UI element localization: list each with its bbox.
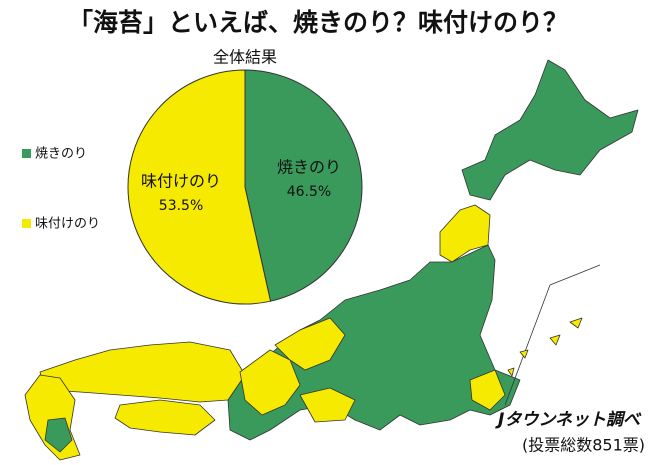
map-region [469, 369, 506, 411]
pie-slice [127, 69, 272, 305]
slice-label: 味付けのり [141, 172, 221, 191]
map-region [39, 341, 246, 403]
inset-border [504, 264, 601, 406]
map-region [274, 317, 346, 371]
value-label: 53.5% [159, 198, 203, 214]
value-label: 46.5% [287, 184, 331, 200]
map-region [299, 387, 356, 423]
map-region [239, 349, 301, 416]
pie-slice [244, 69, 363, 302]
legend-swatch [22, 149, 31, 158]
map [24, 59, 639, 461]
slice-label: 焼きのり [277, 157, 341, 176]
note: (投票総数851票) [522, 436, 645, 455]
pie: 焼きのり 46.5% 味付けのり 53.5% [127, 69, 363, 305]
legend-label: 焼きのり [35, 147, 87, 162]
legend-label: 味付けのり [35, 217, 100, 232]
chart-title: 「海苔」といえば、焼きのり？味付けのり？ [68, 8, 568, 37]
source: Jタウンネット調べ [495, 410, 642, 430]
map-region [44, 417, 73, 453]
map-region [461, 59, 639, 201]
legend-swatch [22, 219, 31, 228]
pie-title: 全体結果 [213, 48, 277, 67]
map-region [507, 317, 583, 377]
map-region [114, 399, 216, 436]
